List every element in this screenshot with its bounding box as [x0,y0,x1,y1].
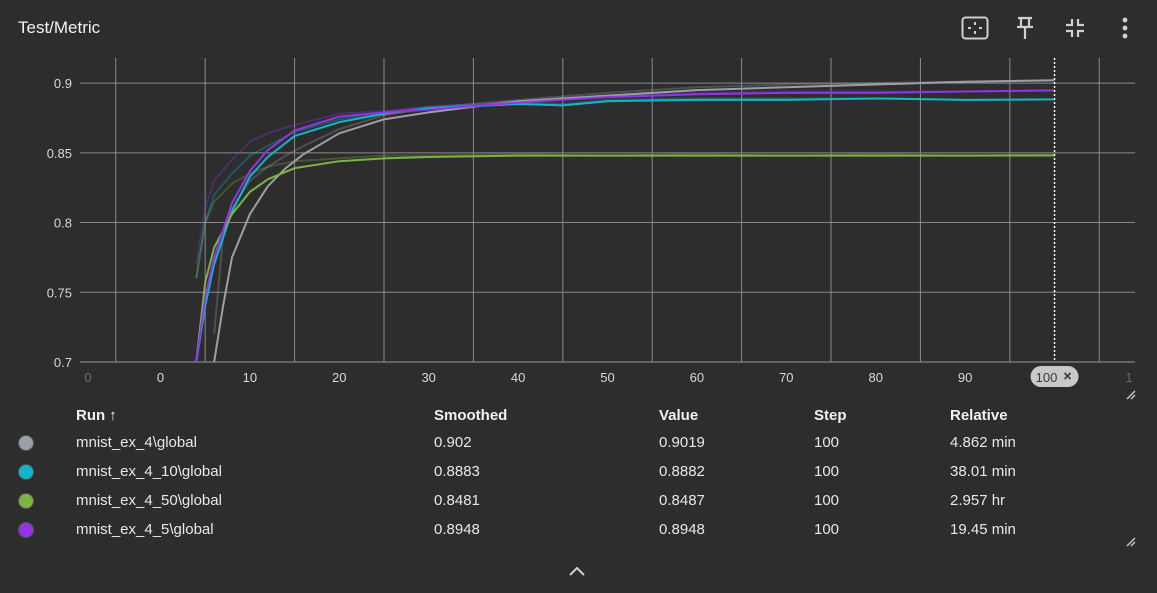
smoothed-cell: 0.8481 [434,492,480,509]
fit-domain-button[interactable] [957,14,993,42]
x-tick-label: 10 [243,370,257,385]
x-tick-label: 20 [332,370,346,385]
series-line[interactable] [195,89,1055,362]
value-cell: 0.9019 [659,434,705,451]
y-tick-label: 0.8 [54,216,72,231]
relative-column-header[interactable]: Relative [950,406,1008,424]
smoothed-cell: 0.8948 [434,521,480,538]
x-edge-label: 0 [84,370,91,385]
step-cursor-badge [1030,366,1079,387]
resize-handle-icon [1126,390,1136,400]
color-swatch-cell [18,428,76,457]
run-color-dot[interactable] [18,493,34,510]
x-tick-label: 50 [600,370,614,385]
smoothed-cell: 0.8883 [434,463,480,480]
table-row[interactable]: mnist_ex_4_50\global 0.8481 0.8487 100 2.957… [18,486,1130,515]
x-tick-label: 70 [779,370,793,385]
more-vert-icon [1122,17,1128,39]
more-actions-button[interactable] [1107,14,1143,42]
raw-series-line [195,97,1055,279]
color-header [18,402,76,428]
table-row[interactable]: mnist_ex_4\global 0.902 0.9019 100 4.862 min [18,428,1130,457]
value-cell: 0.8948 [659,521,705,538]
table-resize-handle[interactable] [1126,537,1136,547]
color-swatch-cell [18,486,76,515]
run-table: Run ↑ Smoothed Value Step Relative mnist_… [18,402,1130,544]
run-header-label: Run [76,406,106,424]
line-chart[interactable]: 0.9 0.85 0.8 0.75 0.7 0 10 20 30 40 50 60 70 80 90 0 1 10… [0,50,1157,395]
color-swatch-cell [18,457,76,486]
table-row[interactable]: mnist_ex_4_10\global 0.8883 0.8882 100 38.01… [18,457,1130,486]
step-cell: 100 [814,434,840,451]
run-name-cell: mnist_ex_4_5\global [76,521,214,538]
step-column-header[interactable]: Step [814,406,847,424]
chart-resize-handle[interactable] [1126,390,1136,400]
run-column-header[interactable]: Run ↑ [76,402,434,428]
y-tick-label: 0.75 [47,285,72,300]
y-tick-label: 0.7 [54,355,72,370]
run-color-dot[interactable] [18,435,34,452]
x-tick-label: 80 [868,370,882,385]
color-swatch-cell [18,515,76,544]
value-cell: 0.8882 [659,463,705,480]
run-name-cell: mnist_ex_4_50\global [76,492,222,509]
x-tick-label: 40 [511,370,525,385]
smoothed-cell: 0.902 [434,434,472,451]
relative-cell: 38.01 min [950,463,1016,480]
raw-series-line [195,153,1055,279]
step-cell: 100 [814,492,840,509]
run-color-dot[interactable] [18,522,34,539]
collapse-button[interactable] [1057,14,1093,42]
relative-cell: 4.862 min [950,434,1016,451]
sort-arrow-icon: ↑ [109,406,117,424]
collapse-icon [1066,19,1084,37]
run-name-cell: mnist_ex_4_10\global [76,463,222,480]
step-cursor-label: 100 [1036,370,1058,385]
step-cell: 100 [814,521,840,538]
fit-domain-icon [961,16,989,40]
run-name-cell: mnist_ex_4\global [76,434,197,451]
step-cell: 100 [814,463,840,480]
relative-cell: 19.45 min [950,521,1016,538]
table-row[interactable]: mnist_ex_4_5\global 0.8948 0.8948 100 19.45 … [18,515,1130,544]
raw-series-line [195,89,1055,265]
y-tick-label: 0.9 [54,76,72,91]
x-tick-label: 60 [690,370,704,385]
expand-table-button[interactable] [565,560,589,582]
x-edge-label: 1 [1125,370,1132,385]
series-line[interactable] [195,154,1055,362]
card-title: Test/Metric [18,18,101,37]
resize-handle-icon [1126,537,1136,547]
series-line[interactable] [213,79,1055,362]
close-icon[interactable] [1063,372,1072,380]
x-tick-label: 90 [958,370,972,385]
pin-button[interactable] [1007,14,1043,42]
table-header-row: Run ↑ Smoothed Value Step Relative [18,402,1130,428]
value-column-header[interactable]: Value [659,406,699,424]
value-cell: 0.8487 [659,492,705,509]
series-line[interactable] [195,97,1055,362]
run-color-dot[interactable] [18,464,34,481]
chevron-up-icon [569,566,585,576]
pin-icon [1017,16,1033,39]
x-tick-label: 0 [157,370,164,385]
relative-cell: 2.957 hr [950,492,1006,509]
series-group [195,79,1055,362]
card-toolbar [957,14,1143,42]
x-tick-label: 30 [421,370,435,385]
y-tick-label: 0.85 [47,146,72,161]
smoothed-column-header[interactable]: Smoothed [434,406,508,424]
